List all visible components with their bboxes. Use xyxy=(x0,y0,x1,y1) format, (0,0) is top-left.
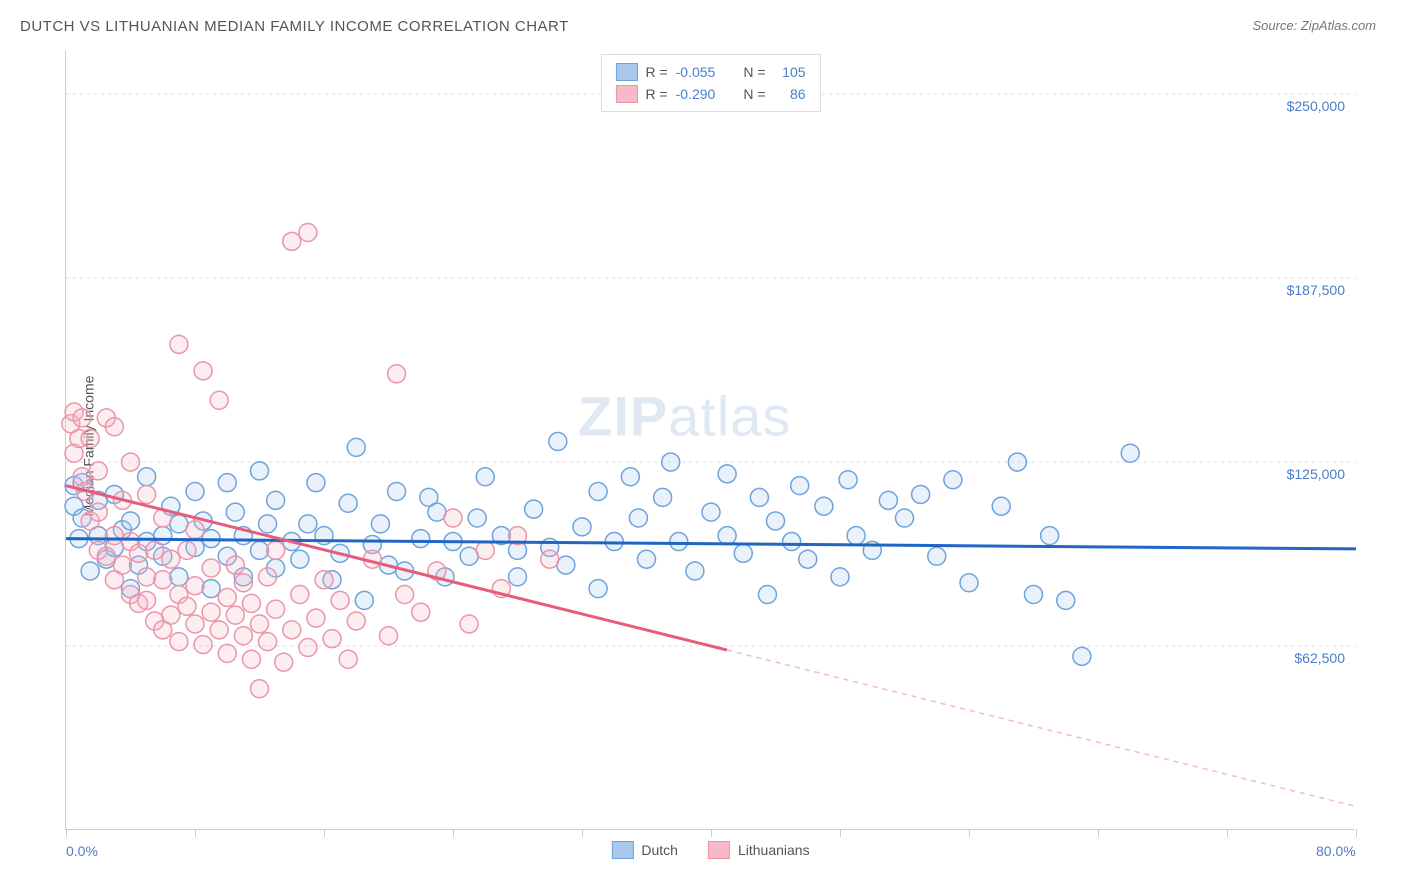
legend-swatch xyxy=(615,85,637,103)
r-value: -0.290 xyxy=(676,86,716,102)
x-tick-label: 0.0% xyxy=(66,843,98,859)
legend-swatch xyxy=(708,841,730,859)
x-tick xyxy=(1227,829,1228,837)
n-value: 105 xyxy=(774,64,806,80)
x-tick xyxy=(840,829,841,837)
x-tick xyxy=(969,829,970,837)
legend-correlation-box: R = -0.055 N = 105 R = -0.290 N = 86 xyxy=(600,54,820,112)
x-tick xyxy=(582,829,583,837)
trendline-dashed xyxy=(727,650,1356,806)
n-value: 86 xyxy=(774,86,806,102)
trendline-solid xyxy=(66,539,1356,549)
x-tick xyxy=(453,829,454,837)
n-label: N = xyxy=(743,86,765,102)
y-tick-label: $187,500 xyxy=(1287,282,1345,298)
r-label: R = xyxy=(645,64,667,80)
r-label: R = xyxy=(645,86,667,102)
legend-series-item: Dutch xyxy=(611,841,678,859)
legend-swatch xyxy=(611,841,633,859)
r-value: -0.055 xyxy=(676,64,716,80)
x-tick xyxy=(195,829,196,837)
y-tick-label: $125,000 xyxy=(1287,466,1345,482)
plot-area: ZIPatlas R =-0.055N =105R =-0.290N =86 D… xyxy=(65,50,1355,830)
legend-correlation-row: R = -0.290 N = 86 xyxy=(615,83,805,105)
trend-lines xyxy=(66,50,1355,829)
x-tick xyxy=(711,829,712,837)
legend-series-label: Dutch xyxy=(641,842,678,858)
chart-title: DUTCH VS LITHUANIAN MEDIAN FAMILY INCOME… xyxy=(20,18,569,35)
y-tick-label: $250,000 xyxy=(1287,98,1345,114)
legend-swatch xyxy=(615,63,637,81)
n-label: N = xyxy=(743,64,765,80)
legend-series-label: Lithuanians xyxy=(738,842,810,858)
legend-correlation-row: R = -0.055 N = 105 xyxy=(615,61,805,83)
x-tick-label: 80.0% xyxy=(1316,843,1356,859)
x-tick xyxy=(1356,829,1357,837)
x-tick xyxy=(324,829,325,837)
y-tick-label: $62,500 xyxy=(1294,650,1345,666)
legend-series: Dutch Lithuanians xyxy=(611,841,809,859)
chart-source: Source: ZipAtlas.com xyxy=(1252,18,1376,33)
correlation-chart: DUTCH VS LITHUANIAN MEDIAN FAMILY INCOME… xyxy=(10,10,1396,882)
trendline-solid xyxy=(66,486,727,650)
legend-series-item: Lithuanians xyxy=(708,841,810,859)
x-tick xyxy=(66,829,67,837)
x-tick xyxy=(1098,829,1099,837)
